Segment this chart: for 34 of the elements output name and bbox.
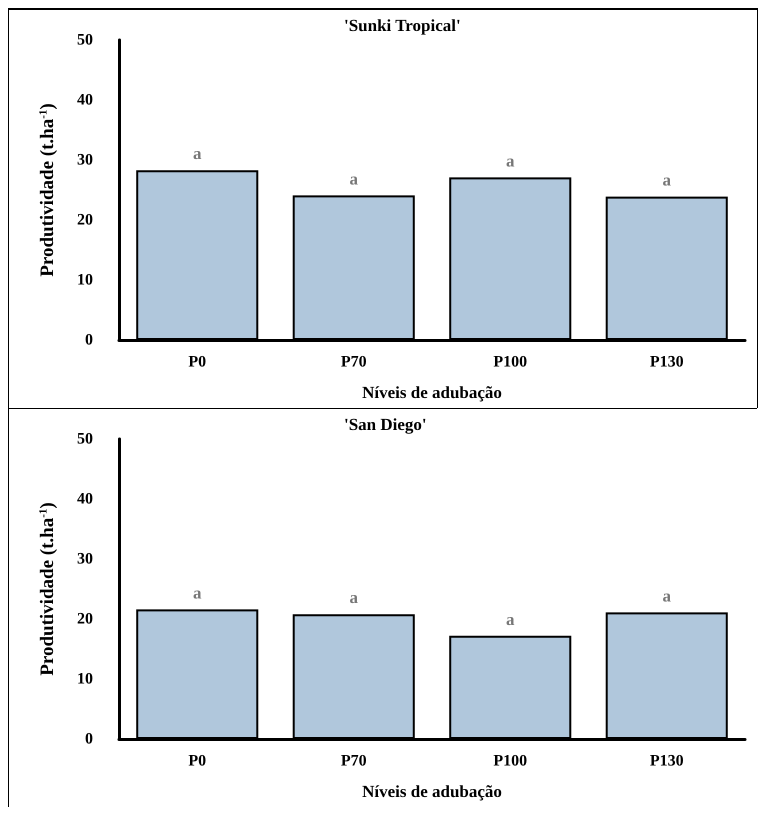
x-tick-label: P0 bbox=[188, 752, 206, 770]
x-tick-label: P130 bbox=[650, 752, 684, 770]
x-tick-label: P0 bbox=[188, 354, 206, 370]
x-tick-label: P70 bbox=[340, 354, 367, 370]
y-tick-label: 20 bbox=[77, 212, 93, 228]
annotation: a bbox=[350, 588, 358, 608]
y-axis-title: Produtividade (t.ha-1) bbox=[37, 103, 58, 277]
y-tick-label: 20 bbox=[77, 610, 93, 628]
annotation: a bbox=[193, 583, 202, 602]
annotation: a bbox=[506, 610, 515, 629]
x-tick-label: P100 bbox=[493, 752, 528, 770]
x-tick-label: P100 bbox=[493, 354, 528, 370]
annotation: a bbox=[662, 170, 672, 190]
annotation: a bbox=[662, 586, 672, 606]
x-tick-label: P70 bbox=[340, 752, 367, 770]
annotation: a bbox=[350, 169, 358, 188]
y-tick-label: 0 bbox=[85, 730, 93, 748]
y-tick-label: 30 bbox=[77, 152, 93, 168]
x-tick-label: P130 bbox=[650, 354, 684, 370]
x-axis-title: Níveis de adubação bbox=[362, 383, 502, 402]
y-tick-label: 10 bbox=[77, 272, 93, 288]
y-tick-label: 40 bbox=[77, 490, 93, 508]
y-axis-title: Produtividade (t.ha-1) bbox=[37, 502, 58, 676]
chart-title: 'Sunki Tropical' bbox=[344, 16, 461, 35]
annotation: a bbox=[193, 144, 202, 164]
y-tick-label: 50 bbox=[77, 32, 93, 48]
y-tick-label: 10 bbox=[77, 670, 93, 688]
y-tick-label: 30 bbox=[77, 550, 93, 568]
x-axis-title: Níveis de adubação bbox=[362, 782, 502, 801]
y-tick-label: 0 bbox=[85, 332, 93, 348]
annotation: a bbox=[506, 151, 515, 170]
y-tick-label: 50 bbox=[77, 430, 93, 448]
y-tick-label: 40 bbox=[77, 92, 93, 108]
chart-title: 'San Diego' bbox=[344, 415, 427, 434]
